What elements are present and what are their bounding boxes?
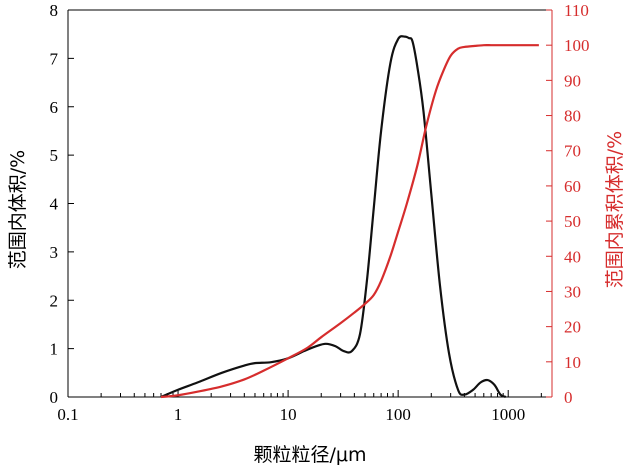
y-left-tick-label: 7 (50, 49, 59, 68)
y-right-tick-label: 70 (564, 142, 581, 161)
y-left-tick-label: 5 (50, 146, 59, 165)
y-left-tick-label: 0 (50, 388, 59, 407)
y-left-tick-label: 3 (50, 243, 59, 262)
y-axis-left-label: 范围内体积/% (7, 150, 29, 269)
series-layer (160, 35, 539, 399)
y-left-tick-label: 8 (50, 1, 59, 20)
plot-frame (67, 9, 553, 398)
y-left-tick-label: 4 (50, 195, 59, 214)
y-right-tick-label: 30 (564, 282, 581, 301)
x-tick-label: 1000 (491, 405, 525, 424)
y-right-tick-label: 20 (564, 318, 581, 337)
y-left-tick-label: 1 (50, 340, 59, 359)
y-right-tick-label: 80 (564, 107, 581, 126)
y-axis-right-label: 范围内累积体积/% (604, 131, 626, 288)
cumulative-volume-line (160, 44, 539, 399)
y-right-tick-label: 0 (564, 388, 573, 407)
y-left-tick-label: 6 (50, 98, 59, 117)
y-right-tick-label: 90 (564, 71, 581, 90)
y-right-tick-label: 110 (564, 1, 589, 20)
y-right-tick-label: 40 (564, 247, 581, 266)
x-tick-label: 10 (280, 405, 297, 424)
x-tick-label: 0.1 (57, 405, 78, 424)
x-tick-label: 100 (385, 405, 411, 424)
x-axis-label: 颗粒粒径/μm (254, 444, 367, 466)
y-left-tick-label: 2 (50, 291, 59, 310)
x-tick-label: 1 (174, 405, 183, 424)
range-volume-line (160, 35, 507, 399)
y-right-tick-label: 100 (564, 36, 590, 55)
y-right-tick-label: 10 (564, 353, 581, 372)
y-right-tick-label: 50 (564, 212, 581, 231)
y-right-tick-label: 60 (564, 177, 581, 196)
